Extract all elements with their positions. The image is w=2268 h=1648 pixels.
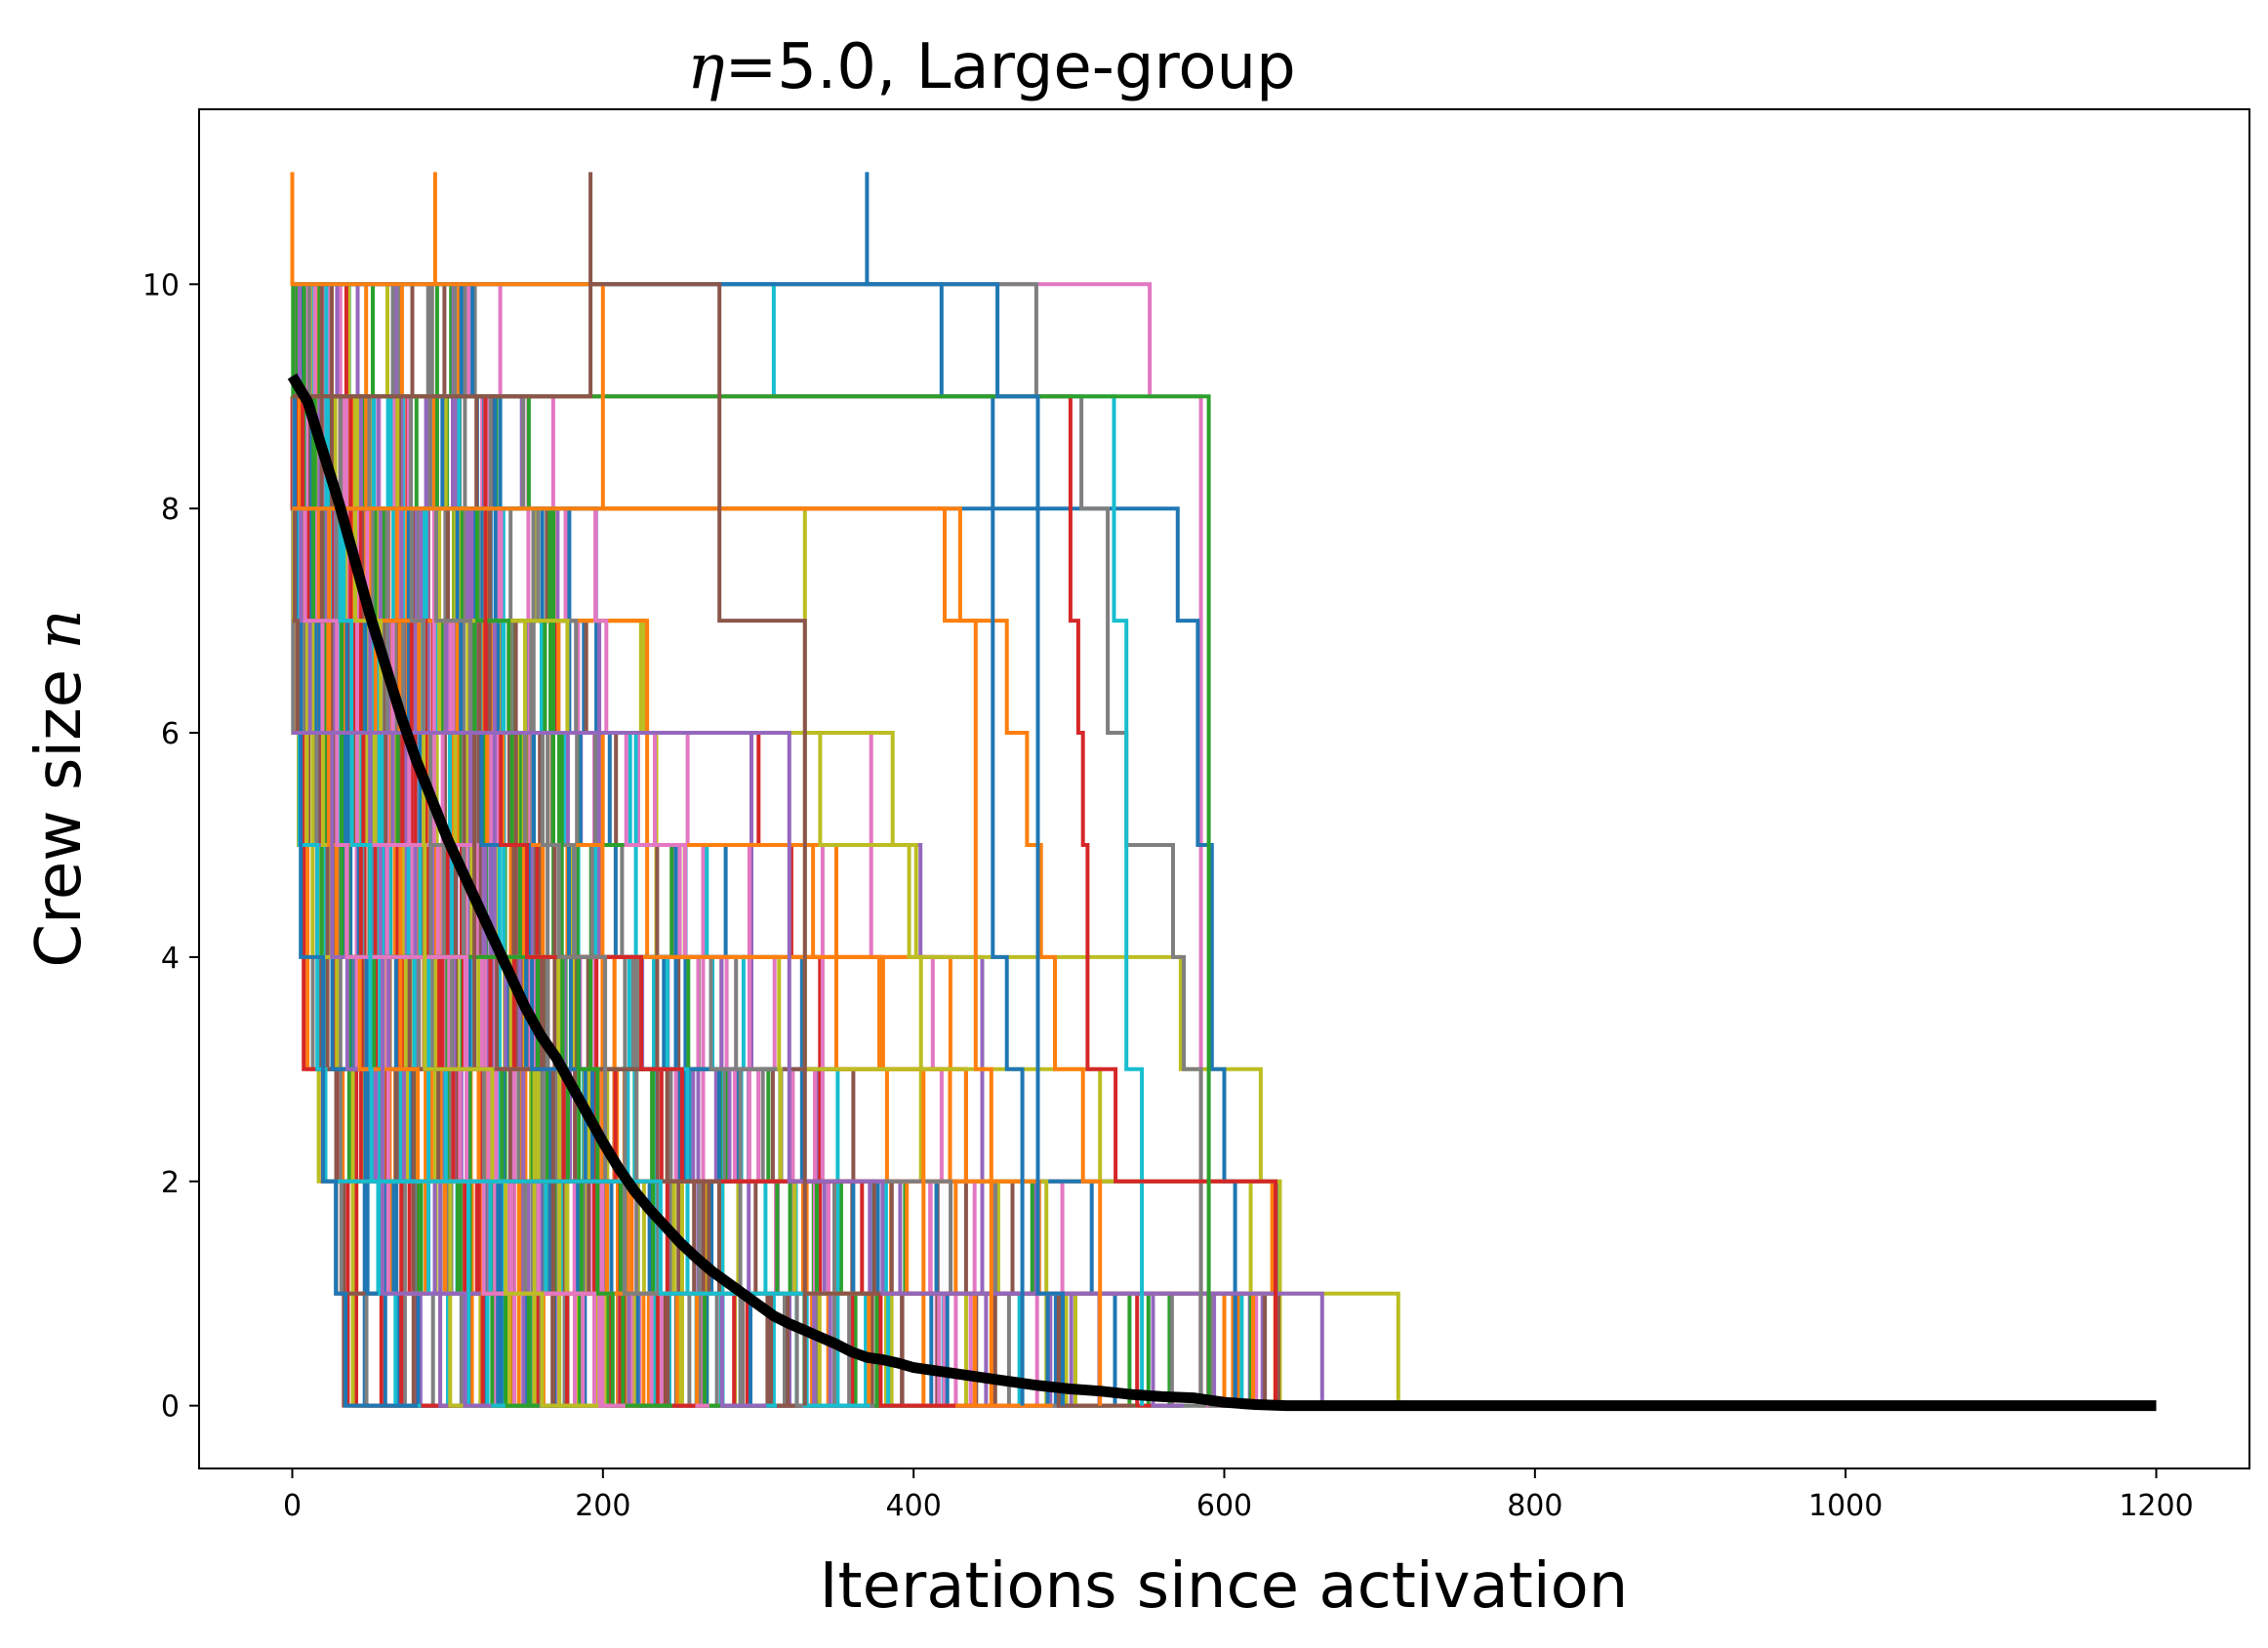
sample-trace: [292, 282, 767, 1408]
sample-trace-highlight: [292, 282, 1145, 1406]
x-tick-label: 0: [283, 1489, 302, 1523]
y-tick-label: 10: [142, 268, 180, 302]
x-tick-label: 1200: [2119, 1489, 2193, 1523]
x-tick-label: 200: [575, 1489, 630, 1523]
y-axis-label: Crew size n: [23, 609, 96, 967]
y-axis-label-text: Crew size: [23, 669, 96, 968]
x-axis-label: Iterations since activation: [820, 1550, 1629, 1623]
sample-trace: [292, 619, 418, 1408]
y-tick-label: 8: [161, 493, 180, 527]
title-text: =5.0, Large-group: [725, 31, 1296, 103]
sample-trace: [292, 619, 1135, 1408]
sample-trace-highlight: [292, 731, 1324, 1406]
sample-trace: [292, 506, 492, 1408]
y-axis-label-variable: n: [23, 609, 96, 649]
x-tick-label: 400: [886, 1489, 942, 1523]
sample-trace-highlight: [292, 172, 807, 1406]
y-tick-label: 6: [161, 717, 180, 751]
sample-trace: [292, 506, 626, 1408]
sample-trace-highlight: [292, 394, 1277, 1406]
sample-trace: [441, 394, 559, 1408]
sample-trace: [292, 619, 640, 1408]
mean-curve: [287, 373, 2157, 1412]
sample-trace-highlight: [292, 282, 1065, 1406]
x-tick-label: 800: [1507, 1489, 1562, 1523]
sample-trace: [478, 282, 1006, 1408]
sample-trace-highlight: [290, 172, 993, 1406]
x-axis-ticks: 0 200 400 600 800 1000 1200: [283, 1468, 2194, 1523]
sample-traces: [290, 172, 1400, 1408]
y-tick-label: 2: [161, 1166, 180, 1200]
x-tick-label: 1000: [1808, 1489, 1883, 1523]
y-tick-label: 4: [161, 942, 180, 976]
title-symbol: η: [687, 31, 724, 103]
y-axis-ticks: 0 2 4 6 8 10: [142, 268, 199, 1425]
sample-trace-highlight: [292, 394, 1211, 1406]
chart-title: η=5.0, Large-group: [687, 31, 1295, 103]
mean-curve-group: [287, 373, 2157, 1412]
y-tick-label: 0: [161, 1390, 180, 1425]
sample-trace: [311, 282, 623, 1408]
x-tick-label: 600: [1196, 1489, 1252, 1523]
